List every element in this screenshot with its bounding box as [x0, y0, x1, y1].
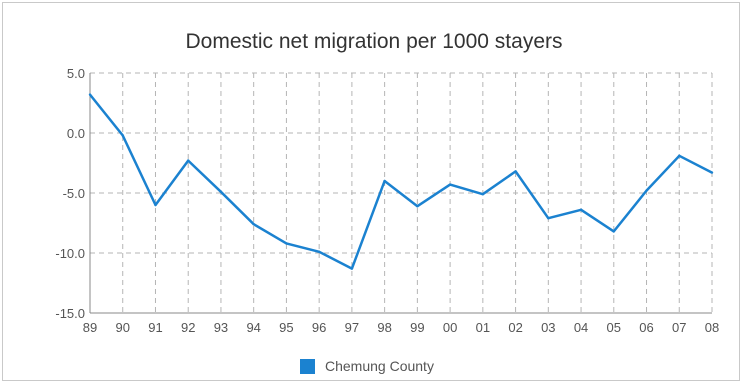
data-point — [645, 189, 648, 192]
data-point — [514, 170, 517, 173]
series-lines — [88, 93, 714, 270]
legend: Chemung County — [300, 356, 434, 376]
x-tick-label: 05 — [607, 320, 621, 335]
y-tick-label: 5.0 — [67, 66, 85, 81]
y-tick-label: -15.0 — [55, 306, 85, 321]
x-tick-label: 96 — [312, 320, 326, 335]
data-point — [219, 190, 223, 193]
x-tick-label: 00 — [443, 320, 457, 335]
data-point — [121, 134, 124, 137]
data-point — [88, 93, 92, 96]
y-tick-label: 0.0 — [67, 126, 85, 141]
x-tick-label: 01 — [476, 320, 490, 335]
x-tick-label: 92 — [181, 320, 195, 335]
data-point — [579, 208, 583, 211]
chart-title: Domestic net migration per 1000 stayers — [185, 30, 563, 53]
data-point — [416, 205, 419, 208]
x-tick-label: 90 — [116, 320, 130, 335]
axes — [89, 73, 712, 314]
y-tick-label: -10.0 — [55, 246, 85, 261]
grid-lines — [90, 72, 713, 313]
data-point — [481, 193, 485, 196]
x-tick-label: 07 — [672, 320, 686, 335]
data-point — [678, 154, 681, 157]
data-point — [383, 179, 386, 183]
data-point — [187, 159, 190, 162]
x-tick-label: 97 — [345, 320, 359, 335]
series-line — [89, 93, 713, 270]
x-tick-label: 03 — [541, 320, 555, 335]
x-tick-label: 94 — [246, 320, 260, 335]
data-point — [317, 250, 321, 253]
data-point — [612, 230, 615, 233]
legend-label: Chemung County — [325, 358, 434, 374]
data-point — [154, 203, 157, 207]
x-tick-label: 08 — [705, 320, 719, 335]
x-tick-label: 04 — [574, 320, 588, 335]
x-tick-label: 02 — [508, 320, 522, 335]
x-tick-labels: 89 90 91 92 93 94 95 96 97 98 99 00 01 02 03 04 05 06 07 08 — [83, 320, 719, 335]
x-tick-label: 98 — [377, 320, 391, 335]
x-tick-label: 89 — [83, 320, 97, 335]
x-tick-label: 99 — [410, 320, 424, 335]
x-tick-label: 06 — [639, 320, 653, 335]
data-point — [547, 217, 550, 220]
data-point — [252, 223, 255, 226]
data-point — [285, 242, 288, 245]
chart-frame — [2, 2, 740, 381]
y-tick-labels: 5.0 0.0 -5.0 -10.0 -15.0 — [55, 66, 85, 321]
data-point — [350, 267, 354, 270]
x-tick-label: 93 — [214, 320, 228, 335]
data-point — [710, 171, 714, 174]
x-tick-label: 95 — [279, 320, 293, 335]
x-tick-label: 91 — [148, 320, 162, 335]
data-point — [448, 183, 452, 186]
y-tick-label: -5.0 — [63, 186, 85, 201]
legend-swatch — [300, 358, 315, 374]
